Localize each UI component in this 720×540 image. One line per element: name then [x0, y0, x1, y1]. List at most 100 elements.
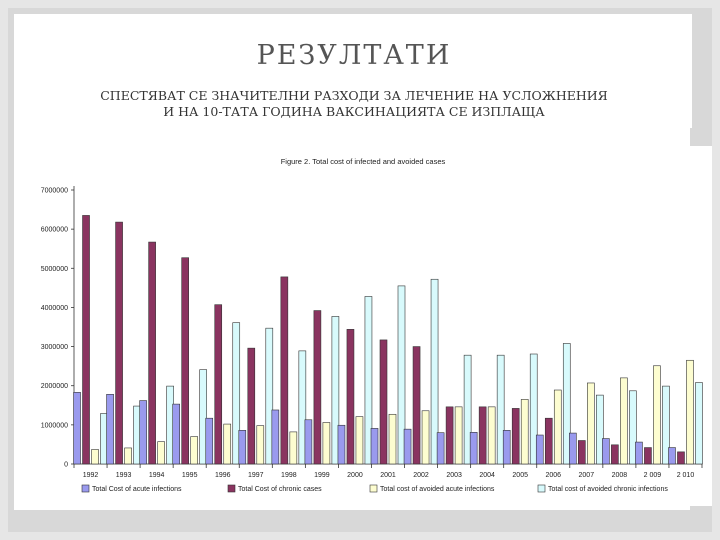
- bar-chart: Figure 2. Total cost of infected and avo…: [41, 157, 703, 493]
- bar: [578, 440, 586, 465]
- bar: [544, 417, 553, 465]
- bar: [496, 354, 505, 465]
- chart-axes: 0 1000000 2000000 3000000 4000000 5000000 6000…: [41, 186, 703, 479]
- bar: [668, 447, 676, 465]
- bar: [91, 449, 99, 465]
- y-tick-label: 2000000: [41, 383, 68, 390]
- bar: [313, 310, 322, 465]
- y-tick-label: 1000000: [41, 422, 68, 429]
- bar: [106, 394, 114, 465]
- bar: [653, 365, 661, 465]
- x-tick-label: 2000: [347, 472, 363, 479]
- bar: [553, 389, 562, 465]
- bar: [535, 434, 544, 465]
- bar: [370, 428, 379, 465]
- bar: [82, 215, 90, 465]
- x-tick-label: 1998: [281, 472, 297, 479]
- bar: [289, 431, 298, 465]
- x-tick-label: 1994: [149, 472, 165, 479]
- bar: [181, 257, 189, 465]
- x-tick-label: 2004: [479, 472, 495, 479]
- x-tick-label: 2007: [579, 472, 595, 479]
- bar: [403, 428, 412, 465]
- bar: [620, 377, 628, 465]
- y-tick-label: 5000000: [41, 266, 68, 273]
- x-tick-label: 2 010: [677, 472, 695, 479]
- legend-swatch: [369, 484, 378, 493]
- x-tick-label: 1999: [314, 472, 330, 479]
- slide-subtitle: СПЕСТЯВАТ СЕ ЗНАЧИТЕЛНИ РАЗХОДИ ЗА ЛЕЧЕН…: [56, 88, 652, 120]
- bar: [322, 422, 331, 465]
- x-tick-label: 1993: [116, 472, 132, 479]
- y-tick-label: 7000000: [41, 188, 68, 195]
- bar: [337, 424, 346, 465]
- bar: [695, 382, 703, 465]
- bar: [205, 417, 214, 465]
- legend-swatch: [227, 484, 236, 493]
- bar: [139, 400, 147, 465]
- x-tick-label: 2002: [413, 472, 429, 479]
- bar: [346, 329, 355, 465]
- bar: [379, 339, 388, 465]
- bar: [148, 241, 156, 465]
- bar: [157, 441, 165, 465]
- bar: [256, 425, 265, 465]
- legend-swatch: [537, 484, 546, 493]
- bar: [502, 430, 511, 465]
- bar: [238, 430, 247, 465]
- chart-bars: [73, 215, 703, 465]
- bar: [602, 438, 610, 465]
- x-tick-label: 2003: [446, 472, 462, 479]
- x-tick-label: 1997: [248, 472, 264, 479]
- bar: [247, 347, 256, 465]
- bar: [115, 221, 123, 465]
- bar: [520, 399, 529, 465]
- legend-label: Total Cost of chronic cases: [238, 486, 322, 493]
- bar: [199, 369, 207, 465]
- x-tick-label: 2006: [545, 472, 561, 479]
- bar: [569, 432, 577, 465]
- x-tick-label: 2001: [380, 472, 396, 479]
- title-box: РЕЗУЛТАТИ СПЕСТЯВАТ СЕ ЗНАЧИТЕЛНИ РАЗХОД…: [16, 14, 692, 128]
- bar: [214, 304, 223, 465]
- bar: [280, 276, 289, 465]
- subtitle-line-1: СПЕСТЯВАТ СЕ ЗНАЧИТЕЛНИ РАЗХОДИ ЗА ЛЕЧЕН…: [100, 88, 608, 103]
- legend-label: Total cost of avoided acute infections: [380, 486, 495, 493]
- bar: [430, 278, 439, 465]
- chart-legend: Total Cost of acute infections Total Cost…: [81, 484, 668, 493]
- chart-title: Figure 2. Total cost of infected and avo…: [281, 157, 446, 166]
- legend-label: Total cost of avoided chronic infections: [548, 486, 668, 493]
- y-tick-label: 3000000: [41, 344, 68, 351]
- bar: [331, 316, 340, 465]
- bar: [686, 359, 694, 465]
- bar: [487, 406, 496, 465]
- legend-label: Total Cost of acute infections: [92, 486, 182, 493]
- bar: [445, 406, 454, 465]
- bar: [412, 346, 421, 465]
- y-tick-label: 4000000: [41, 305, 68, 312]
- bar: [190, 436, 198, 465]
- bar: [662, 385, 670, 465]
- bar: [397, 285, 406, 465]
- chart-area: Figure 2. Total cost of infected and avo…: [18, 146, 712, 506]
- bar: [511, 408, 520, 465]
- bar: [298, 350, 307, 465]
- bar: [172, 403, 180, 465]
- bar: [436, 432, 445, 465]
- bar: [587, 382, 595, 465]
- subtitle-line-2: И НА 10-ТАТА ГОДИНА ВАКСИНАЦИЯТА СЕ ИЗПЛ…: [163, 104, 545, 119]
- x-tick-label: 1992: [83, 472, 99, 479]
- bar: [629, 390, 637, 465]
- y-tick-label: 6000000: [41, 227, 68, 234]
- bar: [611, 444, 619, 465]
- bar: [271, 409, 280, 465]
- x-tick-label: 2008: [612, 472, 628, 479]
- bar: [364, 296, 373, 465]
- x-tick-label: 2005: [512, 472, 528, 479]
- bar: [529, 353, 538, 465]
- bar: [355, 416, 364, 465]
- bar: [73, 392, 81, 465]
- x-tick-label: 2 009: [644, 472, 662, 479]
- slide-title: РЕЗУЛТАТИ: [256, 40, 452, 71]
- bar: [124, 447, 132, 465]
